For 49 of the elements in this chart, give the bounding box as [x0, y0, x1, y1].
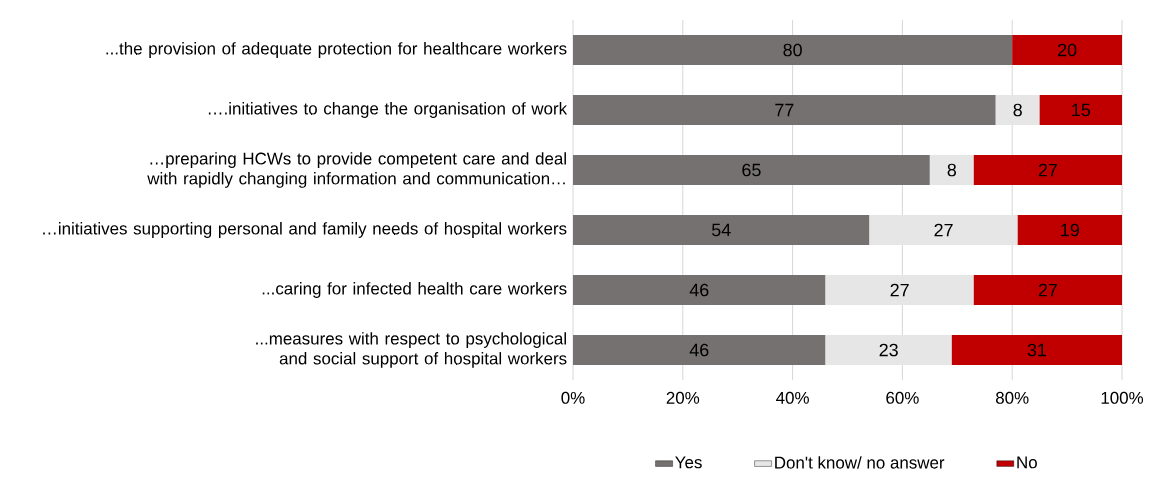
- y-tick-label: ...measures with respect to psychological and social support of hospital workers: [256, 332, 567, 368]
- x-tick-label: 60%: [886, 391, 919, 404]
- x-tick-label: 40%: [776, 391, 809, 404]
- data-label: 27: [1038, 163, 1057, 177]
- x-tick-label: 0%: [561, 391, 585, 404]
- bar: [973, 155, 1122, 185]
- data-label: 46: [689, 343, 709, 357]
- bar: [869, 215, 1018, 245]
- bar: [929, 155, 974, 185]
- data-label: 15: [1072, 103, 1091, 117]
- bar: [1017, 215, 1122, 245]
- data-label: 27: [934, 223, 953, 237]
- y-tick-label: ...the provision of adequate protection for healthcare workers: [106, 42, 567, 58]
- data-label: 20: [1058, 43, 1077, 57]
- y-tick-label: ….initiatives to change the organisation of work: [208, 102, 568, 118]
- bar: [573, 95, 996, 125]
- data-label: 54: [711, 223, 731, 237]
- bar: [973, 275, 1122, 305]
- bar: [573, 275, 826, 305]
- bar: [1039, 95, 1122, 125]
- legend-label: Don't know/ no answer: [775, 456, 945, 469]
- data-label: 80: [783, 43, 802, 57]
- data-label: 27: [890, 283, 909, 297]
- data-label: 8: [1013, 103, 1022, 117]
- bar: [825, 275, 974, 305]
- bar: [825, 335, 952, 365]
- data-label: 23: [879, 343, 898, 357]
- x-tick-label: 80%: [995, 391, 1029, 404]
- bar: [573, 155, 930, 185]
- y-tick-label: …initiatives supporting personal and family needs of hospital workers: [43, 222, 567, 238]
- data-label: 8: [947, 163, 957, 177]
- data-label: 19: [1061, 223, 1079, 237]
- data-label: 77: [775, 103, 794, 117]
- bar: [573, 215, 870, 245]
- bar: [573, 335, 826, 365]
- bar: [1012, 35, 1122, 65]
- data-label: 31: [1027, 343, 1046, 357]
- bar: [995, 95, 1040, 125]
- y-tick-label: ...caring for infected health care workers: [262, 282, 567, 298]
- y-tick-label: …preparing HCWs to provide competent care and deal with rapidly changing information and communication…: [147, 152, 566, 188]
- data-label: 27: [1038, 283, 1057, 297]
- x-tick-label: 100%: [1101, 391, 1144, 404]
- data-label: 65: [742, 163, 761, 177]
- legend-label: Yes: [675, 456, 702, 469]
- data-label: 46: [689, 283, 709, 297]
- bar: [573, 35, 1013, 65]
- bar: [951, 335, 1122, 365]
- legend-label: No: [1017, 456, 1037, 469]
- x-tick-label: 20%: [666, 391, 700, 404]
